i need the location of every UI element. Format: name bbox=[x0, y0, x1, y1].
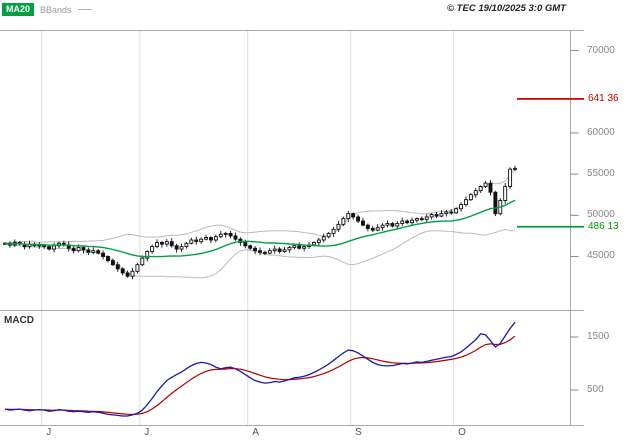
copyright-text: © TEC 19/10/2025 3:0 GMT bbox=[447, 3, 566, 14]
legend-bar: MA20 BBands bbox=[2, 3, 92, 16]
bbands-legend-label: BBands bbox=[40, 4, 72, 15]
month-label: A bbox=[252, 427, 259, 438]
price-axis-label: 55000 bbox=[587, 168, 615, 180]
month-label: J bbox=[144, 427, 150, 438]
bbands-legend-line bbox=[77, 9, 92, 10]
price-axis-label: 70000 bbox=[587, 44, 615, 56]
month-label: O bbox=[458, 427, 466, 438]
macd-axis-label: 1500 bbox=[587, 331, 610, 342]
support-label: 486 13 bbox=[588, 220, 619, 232]
macd-panel-label: MACD bbox=[4, 315, 34, 326]
ma20-legend-badge: MA20 bbox=[2, 3, 35, 16]
price-axis-label: 50000 bbox=[587, 209, 615, 221]
price-axis-label: 45000 bbox=[587, 250, 615, 262]
price-axis-label: 60000 bbox=[587, 126, 615, 138]
resistance-label: 641 36 bbox=[588, 92, 619, 104]
macd-axis-label: 500 bbox=[587, 384, 604, 395]
month-label: J bbox=[46, 427, 52, 438]
month-label: S bbox=[355, 427, 362, 438]
